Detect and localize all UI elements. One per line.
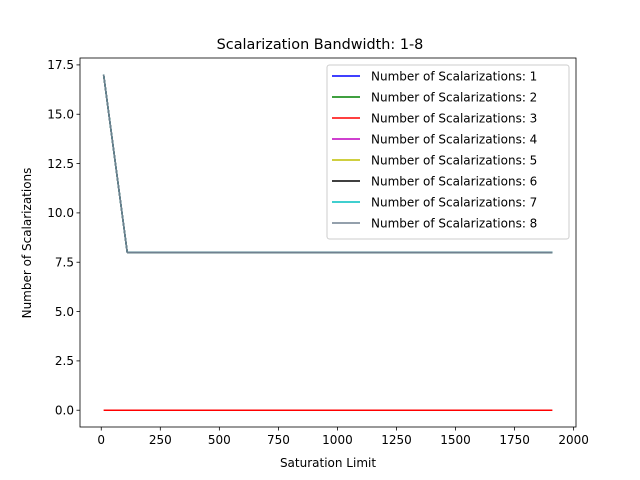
- x-tick-label: 250: [149, 433, 172, 447]
- y-tick-label: 5.0: [55, 305, 74, 319]
- x-axis-label: Saturation Limit: [280, 456, 376, 470]
- x-tick-label: 500: [208, 433, 231, 447]
- plot-area: 0 250 500 750 1000 1250 1500 1750 2000 0.0 2.5 5.0 7…: [47, 57, 589, 447]
- legend-label-2: Number of Scalarizations: 2: [371, 90, 537, 104]
- y-tick-label: 7.5: [55, 256, 74, 270]
- legend-label-1: Number of Scalarizations: 1: [371, 69, 537, 83]
- axes-frame: [79, 57, 577, 428]
- legend-label-6: Number of Scalarizations: 6: [371, 174, 537, 188]
- legend-label-8: Number of Scalarizations: 8: [371, 216, 537, 230]
- y-tick-label: 0.0: [55, 404, 74, 418]
- series-line-8: [102, 74, 553, 254]
- x-tick-label: 0: [97, 433, 105, 447]
- x-tick-label: 1500: [440, 433, 471, 447]
- y-tick-label: 10.0: [47, 206, 74, 220]
- legend-label-4: Number of Scalarizations: 4: [371, 132, 537, 146]
- legend-label-5: Number of Scalarizations: 5: [371, 153, 537, 167]
- x-tick-label: 750: [267, 433, 290, 447]
- y-tick-label: 12.5: [47, 157, 74, 171]
- y-tick-label: 17.5: [47, 58, 74, 72]
- legend-label-7: Number of Scalarizations: 7: [371, 195, 537, 209]
- chart-title: Scalarization Bandwidth: 1-8: [217, 37, 424, 53]
- y-axis-label: Number of Scalarizations: [20, 168, 34, 319]
- y-tick-label: 15.0: [47, 108, 74, 122]
- x-tick-label: 1750: [499, 433, 530, 447]
- legend: Number of Scalarizations: 1 Number of Sca…: [326, 64, 570, 240]
- x-tick-label: 1000: [322, 433, 353, 447]
- x-tick-label: 2000: [558, 433, 589, 447]
- y-tick-label: 2.5: [55, 354, 74, 368]
- legend-frame: [326, 64, 570, 240]
- x-tick-label: 1250: [381, 433, 412, 447]
- legend-label-3: Number of Scalarizations: 3: [371, 111, 537, 125]
